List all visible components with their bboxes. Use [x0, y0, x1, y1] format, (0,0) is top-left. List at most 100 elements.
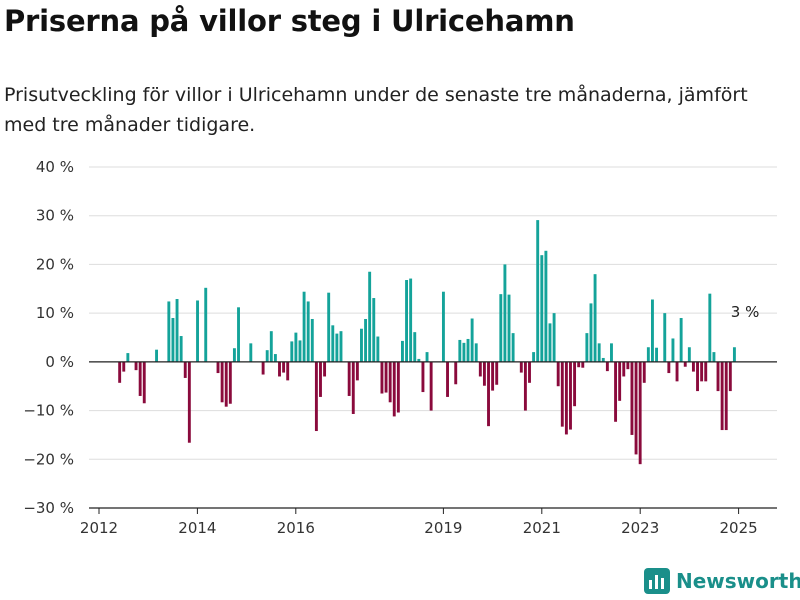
- axis-layer: 40 % 30 % 20 % 10 % 0 % −10 % −20 % −30 % 2012 20…: [23, 158, 777, 537]
- bar: [708, 293, 712, 362]
- bar: [323, 361, 327, 377]
- bar: [499, 294, 503, 362]
- bar: [581, 361, 585, 368]
- bar: [671, 338, 675, 362]
- bar: [396, 361, 400, 413]
- bar: [577, 361, 581, 368]
- y-tick-label: −30 %: [23, 499, 74, 517]
- bar: [183, 361, 187, 378]
- bar: [282, 361, 286, 373]
- bar: [704, 361, 708, 382]
- bar: [216, 361, 220, 374]
- bar: [429, 361, 433, 411]
- bar: [372, 298, 376, 362]
- bar-layer: [118, 220, 736, 465]
- bar: [556, 361, 560, 387]
- bar: [187, 361, 191, 443]
- bar: [339, 331, 343, 362]
- page-subtitle: Prisutveckling för villor i Ulricehamn u…: [4, 84, 748, 136]
- bar: [646, 347, 650, 362]
- bar: [585, 333, 589, 362]
- bar: [302, 291, 306, 362]
- bar: [462, 342, 466, 362]
- x-tick-label: 2016: [277, 519, 315, 537]
- bar: [618, 361, 622, 401]
- bar: [614, 361, 618, 422]
- bar: [171, 318, 175, 362]
- bar: [573, 361, 577, 407]
- bar: [417, 358, 421, 362]
- bar: [409, 278, 413, 362]
- bar: [319, 361, 322, 397]
- x-tick-label: 2019: [424, 519, 462, 537]
- bar: [220, 361, 224, 403]
- bar: [482, 361, 486, 386]
- bar: [470, 318, 474, 362]
- bar: [601, 357, 605, 362]
- bar: [593, 274, 597, 362]
- y-tick-label: −10 %: [23, 402, 74, 420]
- bar: [224, 361, 228, 407]
- bar: [732, 347, 736, 362]
- bar: [724, 361, 728, 431]
- bar: [478, 361, 482, 377]
- bar: [122, 361, 126, 372]
- bar: [683, 361, 687, 367]
- bar: [454, 361, 458, 385]
- bar: [507, 294, 511, 362]
- bar: [167, 301, 171, 362]
- bar: [675, 361, 679, 382]
- bar: [273, 354, 277, 362]
- y-tick-label: 30 %: [36, 207, 74, 225]
- bar: [536, 220, 540, 362]
- x-tick-label: 2023: [621, 519, 659, 537]
- bar: [196, 300, 199, 362]
- bar: [458, 339, 462, 362]
- bar: [204, 287, 208, 362]
- bar: [560, 361, 564, 427]
- bar: [335, 333, 339, 362]
- bar: [425, 352, 429, 362]
- x-tick-label: 2014: [178, 519, 216, 537]
- bar: [696, 361, 699, 392]
- bar: [392, 361, 396, 417]
- bar: [630, 361, 634, 435]
- y-tick-label: −20 %: [23, 450, 74, 468]
- bar: [519, 361, 523, 373]
- y-tick-label: 0 %: [45, 353, 74, 371]
- x-tick-label: 2021: [523, 519, 561, 537]
- bar: [286, 361, 290, 381]
- y-tick-label: 10 %: [36, 304, 74, 322]
- bar: [642, 361, 646, 383]
- bar: [605, 361, 609, 372]
- bar: [610, 343, 613, 362]
- bar: [700, 361, 704, 382]
- bar: [597, 343, 601, 362]
- bar: [511, 333, 515, 362]
- bar: [118, 361, 122, 383]
- bar: [544, 250, 548, 362]
- bar: [368, 271, 372, 362]
- bar: [679, 318, 683, 362]
- bar: [638, 361, 642, 465]
- bar: [626, 361, 630, 370]
- bar: [179, 336, 183, 362]
- bar: [405, 280, 408, 362]
- bar: [388, 361, 392, 403]
- bar: [347, 361, 351, 396]
- bar: [548, 323, 552, 362]
- bar: [569, 361, 572, 430]
- bar: [134, 361, 138, 371]
- bar: [532, 352, 536, 362]
- bar: [314, 361, 318, 432]
- y-tick-label: 20 %: [36, 255, 74, 273]
- bar: [384, 361, 388, 393]
- bar: [716, 361, 720, 392]
- bar: [380, 361, 384, 394]
- bar: [228, 361, 232, 404]
- bar: [138, 361, 142, 396]
- brand-name: Newsworthy: [676, 569, 800, 593]
- bar: [331, 325, 335, 362]
- grid-layer: [89, 166, 777, 460]
- bar: [528, 361, 531, 383]
